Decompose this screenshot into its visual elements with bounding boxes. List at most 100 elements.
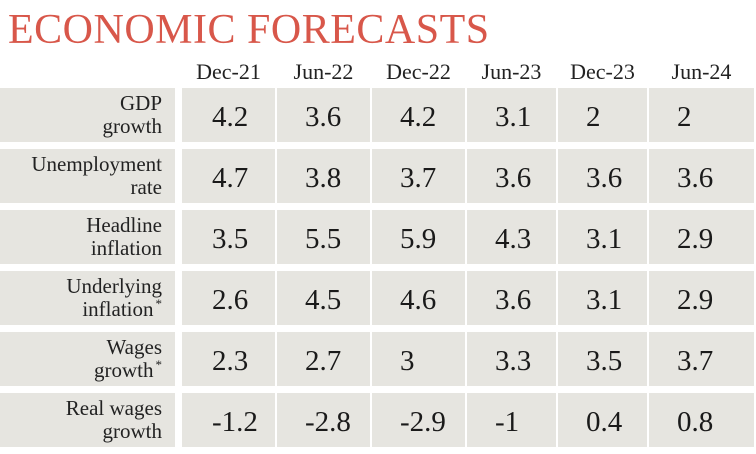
cell-value: 3.6 <box>495 284 532 316</box>
table-row: Underlying inflation * 2.6 4.5 4.6 3.6 3.1 2.9 <box>0 271 756 325</box>
value-cell <box>182 393 275 447</box>
value-cell <box>558 88 647 142</box>
row-label-line: Unemployment <box>31 152 162 176</box>
cell-value: 3.5 <box>212 223 249 255</box>
cell-value: 2.9 <box>677 223 714 255</box>
column-header: Jun-22 <box>293 59 354 84</box>
value-cell <box>649 149 754 203</box>
column-header: Dec-21 <box>196 59 261 84</box>
cell-value: 3.3 <box>495 345 532 377</box>
value-cell <box>558 393 647 447</box>
value-cell <box>467 210 556 264</box>
value-cell <box>467 149 556 203</box>
cell-value: 4.7 <box>212 162 249 194</box>
value-cell <box>558 271 647 325</box>
table-title: ECONOMIC FORECASTS <box>8 7 490 53</box>
cell-value: 3.6 <box>677 162 714 194</box>
row-label-line: Real wages <box>65 396 162 420</box>
value-cell <box>277 393 370 447</box>
row-label-line: growth <box>102 419 163 443</box>
row-label-cell <box>0 271 175 325</box>
cell-value: 3.7 <box>400 162 437 194</box>
cell-value: 4.2 <box>400 101 437 133</box>
row-label-cell <box>0 393 175 447</box>
cell-value: 3.1 <box>586 284 623 316</box>
row-label-line: Wages <box>106 335 162 359</box>
value-cell <box>182 88 275 142</box>
value-cell <box>649 210 754 264</box>
cell-value: -1.2 <box>212 406 258 438</box>
row-label: Underlying inflation * <box>8 271 162 325</box>
cell-value: -2.9 <box>400 406 446 438</box>
row-label-cell <box>0 149 175 203</box>
value-cell <box>467 393 556 447</box>
value-cell <box>182 149 275 203</box>
cell-value: 4.3 <box>495 223 532 255</box>
value-cell <box>277 88 370 142</box>
cell-value: 5.9 <box>400 223 437 255</box>
row-label-cell <box>0 88 175 142</box>
table-row: Real wages growth -1.2 -2.8 -2.9 -1 0.4 0.8 <box>0 393 756 447</box>
value-cell <box>558 332 647 386</box>
row-label: Real wages growth <box>8 393 162 447</box>
cell-value: -2.8 <box>305 406 351 438</box>
value-cell <box>467 88 556 142</box>
value-cell <box>649 271 754 325</box>
cell-value: 5.5 <box>305 223 342 255</box>
cell-value: 3 <box>400 345 415 377</box>
value-cell <box>372 393 465 447</box>
cell-value: 3.5 <box>586 345 623 377</box>
value-cell <box>467 271 556 325</box>
cell-value: 0.4 <box>586 406 623 438</box>
value-cell <box>649 88 754 142</box>
value-cell <box>277 271 370 325</box>
row-label-cell <box>0 332 175 386</box>
cell-value: 3.1 <box>495 101 532 133</box>
table-row: Unemployment rate 4.7 3.8 3.7 3.6 3.6 3.6 <box>0 149 756 203</box>
value-cell <box>372 88 465 142</box>
value-cell <box>372 210 465 264</box>
cell-value: 2.9 <box>677 284 714 316</box>
cell-value: 4.2 <box>212 101 249 133</box>
cell-value: 4.6 <box>400 284 437 316</box>
asterisk-mark: * <box>155 357 163 372</box>
cell-value: 3.6 <box>586 162 623 194</box>
row-label-line: growth <box>102 114 163 138</box>
table-row: Headline inflation 3.5 5.5 5.9 4.3 3.1 2.9 <box>0 210 756 264</box>
row-label-line: inflation * <box>82 296 163 321</box>
row-label-line: growth * <box>94 357 163 382</box>
value-cell <box>372 149 465 203</box>
cell-value: 2 <box>677 101 692 133</box>
row-label-line: rate <box>130 175 162 199</box>
row-label: Headline inflation <box>8 210 162 264</box>
row-label: Unemployment rate <box>8 149 162 203</box>
cell-value: 3.6 <box>495 162 532 194</box>
column-header: Dec-22 <box>386 59 451 84</box>
cell-value: 2.6 <box>212 284 249 316</box>
cell-value: 3.8 <box>305 162 342 194</box>
column-header: Dec-23 <box>570 59 635 84</box>
row-label-line: GDP <box>119 91 162 115</box>
row-label-line: Underlying <box>66 274 162 298</box>
value-cell <box>372 332 465 386</box>
cell-value: 3.6 <box>305 101 342 133</box>
row-label-line: Headline <box>86 213 162 237</box>
value-cell <box>649 332 754 386</box>
value-cell <box>182 332 275 386</box>
value-cell <box>467 332 556 386</box>
table-row: Wages growth * 2.3 2.7 3 3.3 3.5 3.7 <box>0 332 756 386</box>
cell-value: 3.7 <box>677 345 714 377</box>
cell-value: 4.5 <box>305 284 342 316</box>
column-header-row: Dec-21 Jun-22 Dec-22 Jun-23 Dec-23 Jun-24 <box>0 57 756 87</box>
row-label-line: inflation <box>90 236 162 260</box>
row-label: GDP growth <box>8 88 163 142</box>
value-cell <box>558 210 647 264</box>
cell-value: -1 <box>495 406 520 438</box>
value-cell <box>277 210 370 264</box>
asterisk-mark: * <box>155 296 163 311</box>
row-label: Wages growth * <box>8 332 162 386</box>
column-header: Jun-23 <box>481 59 542 84</box>
value-cell <box>182 271 275 325</box>
value-cell <box>372 271 465 325</box>
row-label-cell <box>0 210 175 264</box>
